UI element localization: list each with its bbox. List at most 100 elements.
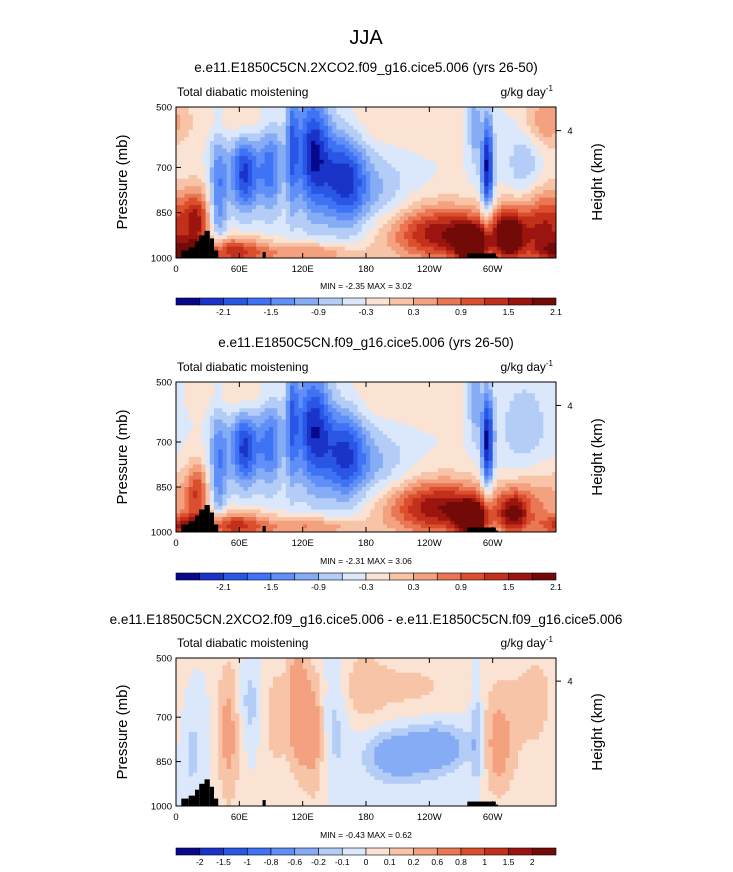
heat-cell [218, 159, 224, 165]
heat-cell [366, 419, 371, 424]
heat-cell [420, 110, 426, 116]
heat-cell [471, 156, 477, 161]
heat-cell [290, 114, 295, 119]
heat-cell [391, 239, 397, 244]
heat-cell [349, 152, 354, 157]
heat-cell [480, 140, 485, 146]
heat-cell [404, 167, 409, 172]
heat-cell [416, 242, 422, 248]
heat-cell [475, 110, 481, 116]
heat-cell [534, 404, 540, 409]
heat-cell [349, 224, 354, 229]
heat-cell [467, 397, 473, 402]
heat-cell [353, 235, 359, 240]
heat-cell [247, 400, 253, 406]
heat-cell [395, 171, 401, 176]
heat-cell [437, 167, 443, 172]
heat-cell [214, 212, 219, 218]
heat-cell [353, 159, 359, 165]
heat-cell [399, 408, 405, 413]
heat-cell [416, 216, 422, 221]
heat-cell [382, 382, 388, 387]
heat-cell [416, 163, 422, 169]
heat-cell [387, 156, 392, 161]
heat-cell [429, 107, 435, 112]
heat-cell [395, 163, 401, 169]
heat-cell [509, 216, 515, 221]
heat-cell [374, 156, 380, 161]
heat-cell [463, 412, 468, 417]
heat-cell [475, 382, 481, 387]
heat-cell [209, 178, 215, 184]
heat-cell [382, 400, 388, 406]
heat-cell [306, 178, 312, 184]
heat-cell [526, 171, 532, 176]
heat-cell [412, 412, 418, 417]
heat-cell [374, 242, 380, 248]
heat-cell [543, 412, 549, 417]
heat-cell [370, 167, 376, 172]
heat-cell [353, 385, 359, 391]
heat-cell [480, 171, 485, 176]
heat-cell [492, 231, 498, 236]
heat-cell [387, 415, 392, 421]
heat-cell [332, 430, 338, 436]
heat-cell [192, 190, 198, 195]
heat-cell [243, 216, 249, 221]
heat-cell [306, 122, 312, 127]
heat-cell [357, 125, 363, 131]
heat-cell [188, 242, 194, 248]
heat-cell [302, 144, 308, 150]
heat-cell [176, 404, 181, 409]
heat-cell [463, 182, 468, 187]
heat-cell [294, 125, 300, 131]
heat-cell [256, 227, 262, 233]
heat-cell [323, 246, 329, 252]
heat-cell [256, 385, 262, 391]
heat-cell [315, 159, 321, 165]
heat-cell [395, 408, 401, 413]
heat-cell [496, 122, 502, 127]
heat-cell [450, 137, 456, 142]
heat-cell [243, 186, 249, 191]
heat-cell [387, 235, 392, 240]
heat-cell [539, 412, 544, 417]
heat-cell [349, 400, 354, 406]
heat-cell [488, 208, 494, 214]
heat-cell [184, 408, 190, 413]
heat-cell [450, 382, 456, 387]
heat-cell [323, 190, 329, 195]
heat-cell [256, 208, 262, 214]
heat-cell [387, 182, 392, 187]
heat-cell [467, 186, 473, 191]
heat-cell [319, 156, 325, 161]
heat-cell [458, 397, 464, 402]
heat-cell [484, 114, 490, 119]
heat-cell [184, 163, 190, 169]
heat-cell [496, 118, 502, 123]
units-label: g/kg day-1 [501, 84, 554, 99]
heat-cell [442, 118, 447, 123]
heat-cell [437, 193, 443, 199]
heat-cell [505, 167, 511, 172]
heat-cell [429, 125, 435, 131]
heat-cell [513, 163, 519, 169]
heat-cell [273, 254, 278, 258]
heat-cell [281, 110, 287, 116]
heat-cell [361, 434, 367, 439]
heat-cell [496, 427, 502, 432]
heat-cell [243, 133, 249, 138]
heat-cell [416, 415, 422, 421]
heat-cell [209, 125, 215, 131]
heat-cell [522, 227, 528, 233]
heat-cell [412, 382, 418, 387]
heat-cell [509, 201, 515, 206]
colorbar: -2.1 -1.5 -0.9 -0.3 0.3 0.9 1.5 2.1 [175, 297, 562, 317]
heat-cell [454, 156, 460, 161]
heat-cell [184, 412, 190, 417]
heat-cell [518, 114, 523, 119]
heat-cell [184, 423, 190, 428]
heat-cell [357, 148, 363, 153]
heat-cell [480, 239, 485, 244]
heat-cell [214, 122, 219, 127]
